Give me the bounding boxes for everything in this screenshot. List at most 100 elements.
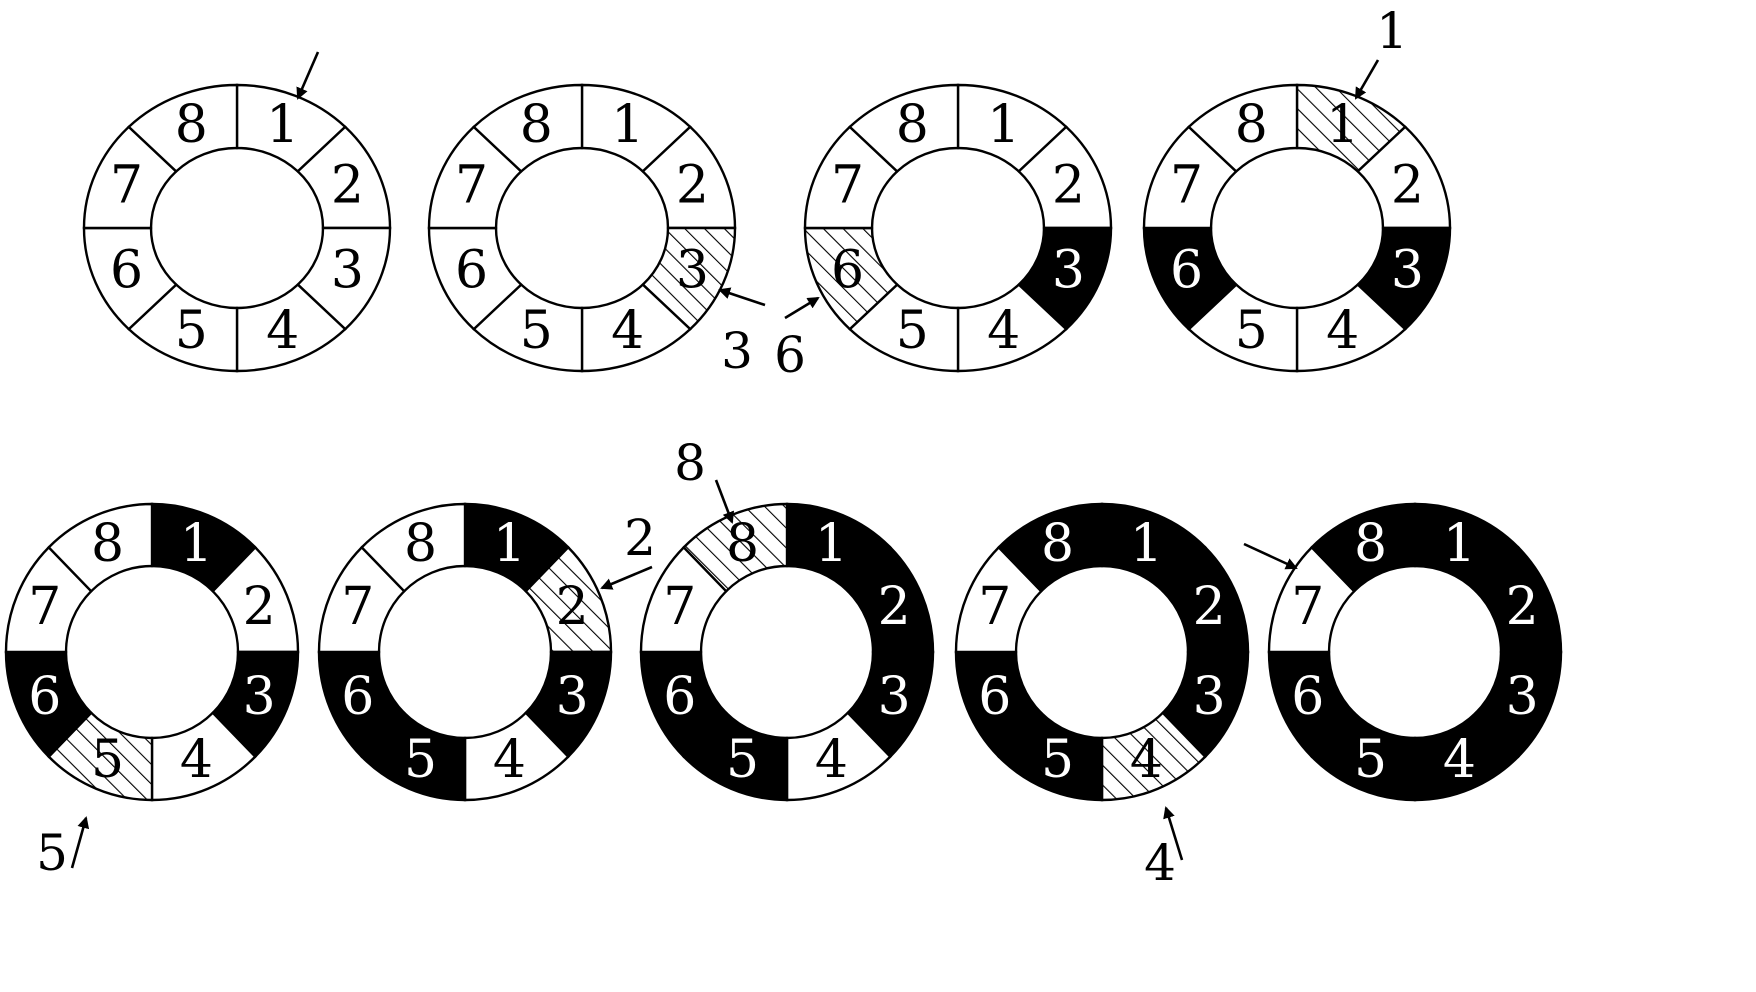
- ring-1-segment-8-empty: [127, 83, 239, 174]
- ring-6-segment-6-label: 6: [341, 667, 374, 727]
- ring-3-callout-arrow: [784, 296, 820, 320]
- ring-1-callout-arrow: [296, 51, 320, 100]
- ring-5-segment-6-label: 6: [28, 667, 61, 727]
- ring-9-segment-3-label: 3: [1506, 667, 1539, 727]
- ring-7-callout-label: 8: [674, 434, 706, 492]
- ring-4-segment-3-label: 3: [1391, 241, 1424, 301]
- ring-6-segment-8-empty: [360, 502, 467, 593]
- ring-1-segment-5-label: 5: [175, 301, 208, 361]
- ring-6-segment-2-label: 2: [556, 577, 589, 637]
- ring-7-segment-5-label: 5: [726, 730, 759, 790]
- ring-8-segment-1-label: 1: [1130, 514, 1163, 574]
- ring-8-callout-label: 4: [1144, 834, 1176, 892]
- ring-4-segment-8-label: 8: [1235, 95, 1268, 155]
- ring-4-segment-1-label: 1: [1326, 95, 1359, 155]
- ring-7-segment-1-label: 1: [815, 514, 848, 574]
- ring-8-segment-4-label: 4: [1130, 730, 1163, 790]
- ring-3-segment-5-label: 5: [896, 301, 929, 361]
- ring-1-segment-2-label: 2: [331, 155, 364, 215]
- ring-7-segment-8-label: 8: [726, 514, 759, 574]
- ring-2-segment-8-label: 8: [520, 95, 553, 155]
- ring-7-segment-7-label: 7: [663, 577, 696, 637]
- ring-9-segment-2-label: 2: [1506, 577, 1539, 637]
- ring-6-segment-1-label: 1: [493, 514, 526, 574]
- ring-8-segment-7-label: 7: [978, 577, 1011, 637]
- ring-1-segment-4-label: 4: [266, 301, 299, 361]
- ring-9-segment-6-label: 6: [1291, 667, 1324, 727]
- ring-4-segment-5-label: 5: [1235, 301, 1268, 361]
- ring-2-segment-4-label: 4: [611, 301, 644, 361]
- ring-3-segment-7-label: 7: [831, 155, 864, 215]
- ring-6-callout-label: 2: [624, 509, 656, 567]
- ring-4-segment-4-label: 4: [1326, 301, 1359, 361]
- ring-5-callout-arrow: [70, 816, 90, 869]
- ring-2-callout-label: 3: [721, 322, 753, 380]
- ring-2-callout-arrow: [718, 287, 766, 307]
- ring-3-segment-1-label: 1: [987, 95, 1020, 155]
- ring-9-segment-8-filled: [1310, 502, 1417, 593]
- ring-4-callout-label: 1: [1376, 2, 1408, 60]
- ring-9-segment-7-label: 7: [1291, 577, 1324, 637]
- ring-5-segment-4-label: 4: [180, 730, 213, 790]
- ring-6-segment-7-label: 7: [341, 577, 374, 637]
- ring-9-segment-5-label: 5: [1354, 730, 1387, 790]
- ring-5-callout-label: 5: [36, 824, 68, 882]
- ring-2-segment-5-label: 5: [520, 301, 553, 361]
- ring-5-segment-8-label: 8: [91, 514, 124, 574]
- ring-2-segment-1-label: 1: [611, 95, 644, 155]
- ring-5-segment-2-label: 2: [243, 577, 276, 637]
- ring-3-segment-4-label: 4: [987, 301, 1020, 361]
- ring-8-callout-arrow: [1163, 806, 1184, 861]
- ring-8-segment-2-label: 2: [1193, 577, 1226, 637]
- ring-3-segment-8-empty: [848, 83, 960, 174]
- ring-7-segment-4-label: 4: [815, 730, 848, 790]
- ring-7-segment-6-label: 6: [663, 667, 696, 727]
- ring-8-segment-5-label: 5: [1041, 730, 1074, 790]
- ring-7-segment-8-hatched: [682, 502, 789, 593]
- ring-8-segment-8-filled: [997, 502, 1104, 593]
- ring-8-segment-6-label: 6: [978, 667, 1011, 727]
- ring-6-callout-arrow: [600, 565, 653, 590]
- ring-7-segment-2-label: 2: [878, 577, 911, 637]
- ring-4-segment-7-label: 7: [1170, 155, 1203, 215]
- ring-6-segment-8-label: 8: [404, 514, 437, 574]
- ring-5-segment-7-label: 7: [28, 577, 61, 637]
- ring-3-segment-8-label: 8: [896, 95, 929, 155]
- ring-1-segment-6-label: 6: [110, 241, 143, 301]
- ring-2-segment-8-empty: [472, 83, 584, 174]
- ring-4-segment-8-empty: [1187, 83, 1299, 174]
- ring-1-segment-3-label: 3: [331, 241, 364, 301]
- ring-2-segment-7-label: 7: [455, 155, 488, 215]
- ring-7-callout-arrow: [714, 479, 735, 524]
- ring-4-segment-2-label: 2: [1391, 155, 1424, 215]
- ring-6-segment-4-label: 4: [493, 730, 526, 790]
- ring-9-segment-1-label: 1: [1443, 514, 1476, 574]
- ring-3-segment-6-label: 6: [831, 241, 864, 301]
- ring-6-segment-3-label: 3: [556, 667, 589, 727]
- ring-5-segment-1-label: 1: [180, 514, 213, 574]
- ring-9-segment-8-label: 8: [1354, 514, 1387, 574]
- ring-5-segment-5-label: 5: [91, 730, 124, 790]
- ring-5-segment-3-label: 3: [243, 667, 276, 727]
- ring-8-segment-8-label: 8: [1041, 514, 1074, 574]
- ring-3-segment-2-label: 2: [1052, 155, 1085, 215]
- ring-4-callout-arrow: [1354, 59, 1380, 100]
- ring-7-segment-3-label: 3: [878, 667, 911, 727]
- ring-1-segment-7-label: 7: [110, 155, 143, 215]
- ring-6-segment-5-label: 5: [404, 730, 437, 790]
- ring-2-segment-2-label: 2: [676, 155, 709, 215]
- ring-9-callout-arrow: [1243, 542, 1298, 570]
- ring-3-callout-label: 6: [774, 326, 806, 384]
